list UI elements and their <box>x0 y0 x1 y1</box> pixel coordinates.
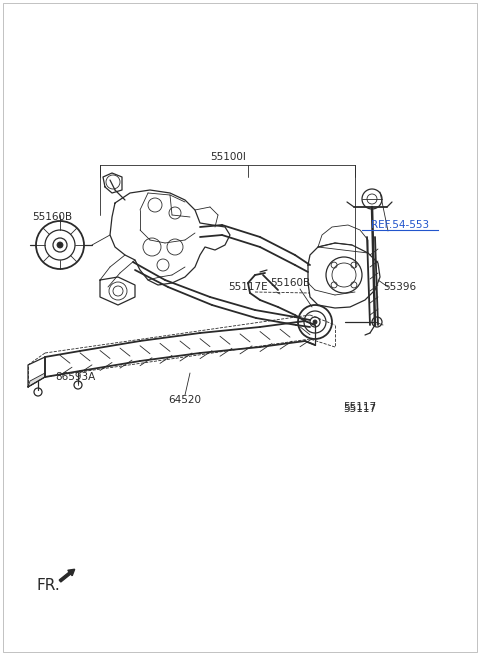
Text: 55160B: 55160B <box>32 212 72 222</box>
Text: 55117: 55117 <box>343 404 377 414</box>
Circle shape <box>57 242 63 248</box>
Circle shape <box>313 320 317 324</box>
FancyArrow shape <box>59 569 75 582</box>
Text: 86593A: 86593A <box>55 372 95 382</box>
Text: 55117: 55117 <box>343 402 377 412</box>
Text: FR.: FR. <box>37 578 61 593</box>
Text: REF.54-553: REF.54-553 <box>371 220 429 230</box>
Text: 55117E: 55117E <box>228 282 268 292</box>
Text: 55160B: 55160B <box>270 278 310 288</box>
Text: 55396: 55396 <box>384 282 417 292</box>
Text: 64520: 64520 <box>168 395 202 405</box>
Polygon shape <box>28 373 45 387</box>
Text: 55100I: 55100I <box>210 152 246 162</box>
